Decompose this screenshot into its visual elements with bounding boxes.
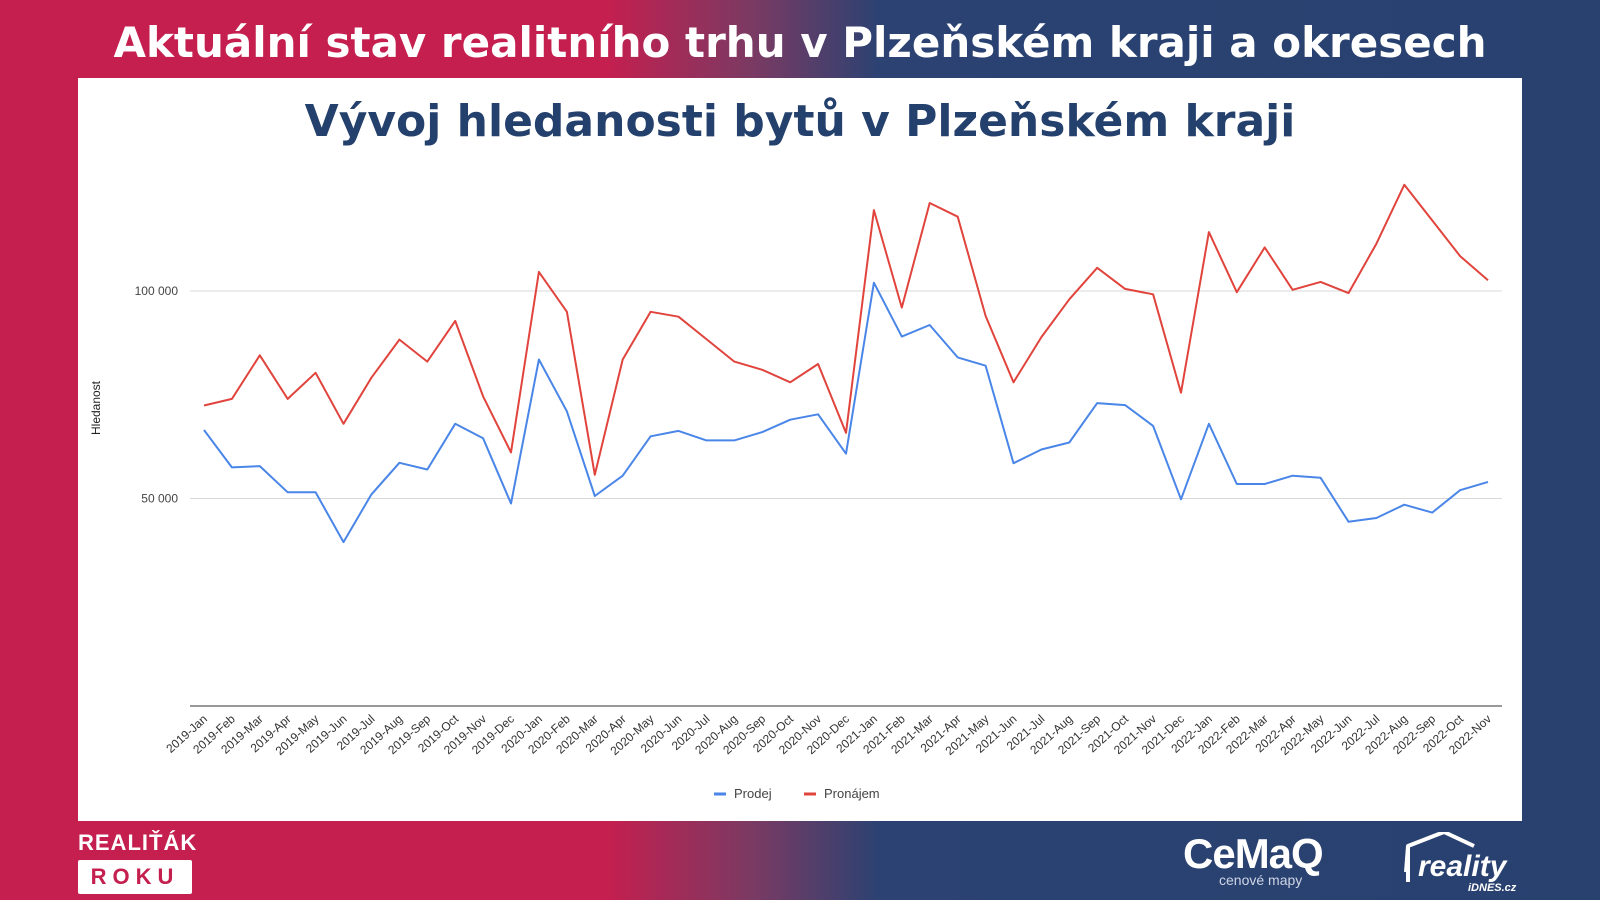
logo-text-top: REALIŤÁK [78,830,198,855]
y-tick-labels: 50 000 100 000 [135,284,179,506]
legend: Prodej Pronájem [714,786,880,801]
house-roof-icon [1404,832,1475,882]
reality-logo-subtitle: iDNES.cz [1468,882,1517,894]
realitak-roku-logo: REALIŤÁK ROKU [78,830,197,894]
legend-label-pronájem: Pronájem [824,786,880,801]
legend-label-prodej: Prodej [734,786,772,801]
x-tick-labels: 2019-Jan2019-Feb2019-Mar2019-Apr2019-May… [163,711,1494,758]
cemap-logo: CeMaQ cenové mapy [1183,832,1353,892]
chart-title: Vývoj hledanosti bytů v Plzeňském kraji [304,96,1296,147]
y-tick-label: 50 000 [141,492,178,506]
series-line-prodej [203,281,1489,544]
chart-panel: Vývoj hledanosti bytů v Plzeňském kraji … [78,78,1522,821]
y-axis-title: Hledanost [89,380,103,435]
series-lines [203,183,1489,544]
grid-lines [190,290,1502,707]
line-chart: 50 000 100 000 2019-Jan2019-Feb2019-Mar20… [89,183,1502,801]
reality-idnes-logo: reality iDNES.cz [1398,832,1526,894]
y-tick-label: 100 000 [135,284,179,298]
cemap-logo-subtitle: cenové mapy [1219,872,1303,888]
page-title: Aktuální stav realitního trhu v Plzeňské… [113,18,1487,67]
reality-logo-name: reality [1418,850,1507,883]
logo-text-box: ROKU [78,860,192,894]
cemap-logo-name: CeMaQ [1183,830,1324,877]
series-line-pronájem [203,183,1489,476]
